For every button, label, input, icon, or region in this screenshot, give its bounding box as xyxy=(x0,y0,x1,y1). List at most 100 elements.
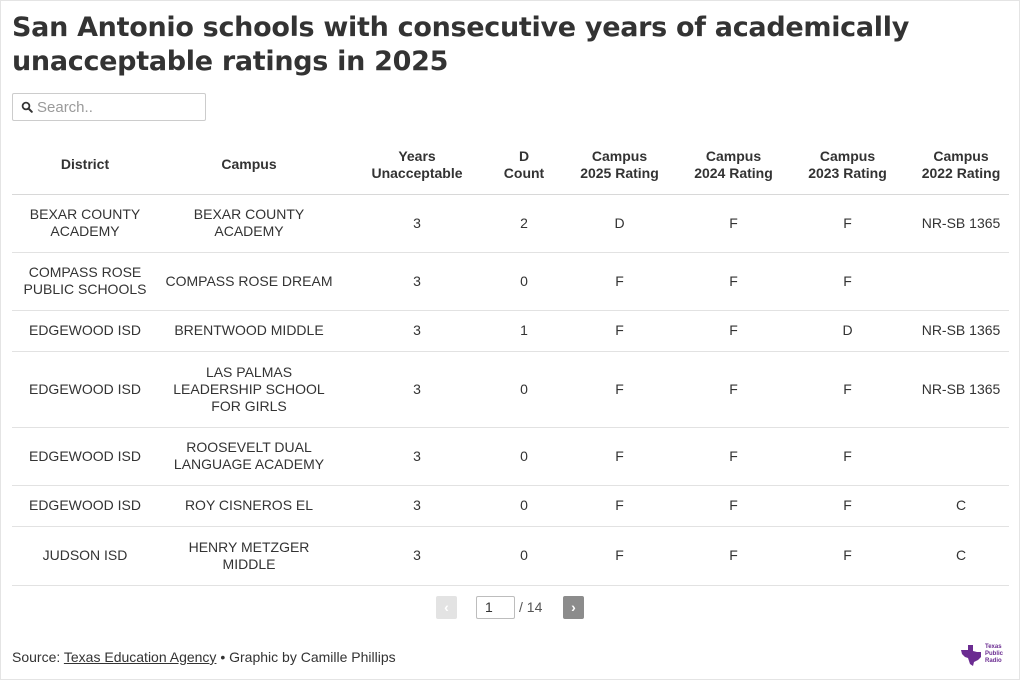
table-cell: NR-SB 1365 xyxy=(913,351,1009,428)
search-input[interactable] xyxy=(37,96,201,118)
table-header-row: District Campus Years Unacceptable D Count Cam… xyxy=(12,136,1009,195)
data-table: District Campus Years Unacceptable D Count Cam… xyxy=(12,136,1009,586)
logo-text: Texas Public Radio xyxy=(985,644,1003,665)
table-cell: 3 xyxy=(340,485,494,527)
table-cell: F xyxy=(782,427,913,486)
table-cell: 1 xyxy=(494,310,554,352)
page-number-input[interactable]: 1 xyxy=(476,596,515,619)
table-cell: BEXAR COUNTY ACADEMY xyxy=(158,194,340,253)
table-cell: COMPASS ROSE DREAM xyxy=(158,252,340,311)
column-header-line: Campus xyxy=(819,147,876,164)
column-header-line: Unacceptable xyxy=(371,164,463,181)
table-cell: F xyxy=(782,252,913,311)
column-header-line: Campus xyxy=(705,147,762,164)
column-header: Years Unacceptable xyxy=(340,136,494,195)
table-cell: F xyxy=(685,526,782,586)
next-page-button[interactable]: › xyxy=(563,596,584,619)
table-cell: 0 xyxy=(494,427,554,486)
logo-line-3: Radio xyxy=(985,658,1002,664)
table-cell: NR-SB 1365 xyxy=(913,310,1009,352)
table-cell: LAS PALMAS LEADERSHIP SCHOOL FOR GIRLS xyxy=(158,351,340,428)
table-cell: EDGEWOOD ISD xyxy=(12,427,158,486)
table-cell xyxy=(913,252,1009,311)
table-cell: JUDSON ISD xyxy=(12,526,158,586)
table-cell: F xyxy=(782,194,913,253)
table-row: EDGEWOOD ISD BRENTWOOD MIDDLE 3 1 F F D NR-SB 1… xyxy=(12,310,1009,352)
table-cell: 0 xyxy=(494,351,554,428)
table-cell: F xyxy=(554,485,685,527)
previous-page-button[interactable]: ‹ xyxy=(436,596,457,619)
table-cell: HENRY METZGER MIDDLE xyxy=(158,526,340,586)
source-prefix: Source: xyxy=(12,649,64,665)
footer: Source: Texas Education Agency • Graphic… xyxy=(12,648,396,666)
table-cell: F xyxy=(685,252,782,311)
table-cell: F xyxy=(554,351,685,428)
table-row: COMPASS ROSE PUBLIC SCHOOLS COMPASS ROSE … xyxy=(12,252,1009,311)
column-header-line: 2024 Rating xyxy=(694,164,773,181)
column-header-line: Campus xyxy=(933,147,989,164)
source-link[interactable]: Texas Education Agency xyxy=(63,649,217,665)
table-cell: F xyxy=(782,351,913,428)
table-cell: F xyxy=(554,427,685,486)
table-cell xyxy=(913,427,1009,486)
table-row: BEXAR COUNTY ACADEMY BEXAR COUNTY ACADEMY… xyxy=(12,194,1009,253)
table-cell: ROY CISNEROS EL xyxy=(158,485,340,527)
column-header-line: 2025 Rating xyxy=(580,164,659,181)
page-title: San Antonio schools with consecutive yea… xyxy=(12,12,910,77)
table-cell: F xyxy=(685,485,782,527)
logo-line-2: Public xyxy=(985,651,1004,657)
table-cell: 2 xyxy=(494,194,554,253)
column-header-line: 2023 Rating xyxy=(808,164,887,181)
table-row: JUDSON ISD HENRY METZGER MIDDLE 3 0 F F F C xyxy=(12,526,1009,586)
column-header-line: Count xyxy=(503,164,545,181)
column-header: District xyxy=(12,136,158,195)
table-cell: 0 xyxy=(494,526,554,586)
table-cell: F xyxy=(685,310,782,352)
table-cell: EDGEWOOD ISD xyxy=(12,485,158,527)
table-cell: EDGEWOOD ISD xyxy=(12,310,158,352)
search-box[interactable] xyxy=(12,93,206,121)
table-cell: BRENTWOOD MIDDLE xyxy=(158,310,340,352)
column-header: Campus 2024 Rating xyxy=(685,136,782,195)
table-cell: 3 xyxy=(340,194,494,253)
table-row: EDGEWOOD ISD ROY CISNEROS EL 3 0 F F F C xyxy=(12,485,1009,527)
table-cell: C xyxy=(913,526,1009,586)
search-icon xyxy=(21,101,33,113)
table-cell: 3 xyxy=(340,351,494,428)
column-header: Campus xyxy=(158,136,340,195)
table-cell: BEXAR COUNTY ACADEMY xyxy=(12,194,158,253)
table-cell: F xyxy=(782,485,913,527)
table-cell: F xyxy=(685,194,782,253)
table-cell: NR-SB 1365 xyxy=(913,194,1009,253)
table-cell: F xyxy=(554,526,685,586)
column-header: Campus 2022 Rating xyxy=(913,136,1009,195)
column-header: Campus 2025 Rating xyxy=(554,136,685,195)
table-cell: 3 xyxy=(340,252,494,311)
table-cell: F xyxy=(554,310,685,352)
table-cell: D xyxy=(554,194,685,253)
column-header-line: Campus xyxy=(221,156,277,173)
texas-map-icon xyxy=(961,645,981,666)
table-row: EDGEWOOD ISD LAS PALMAS LEADERSHIP SCHOOL… xyxy=(12,351,1009,428)
credit-text: • Graphic by Camille Phillips xyxy=(216,649,396,665)
table-cell: F xyxy=(685,351,782,428)
table-cell: F xyxy=(782,526,913,586)
column-header-line: District xyxy=(60,156,110,173)
table-cell: ROOSEVELT DUAL LANGUAGE ACADEMY xyxy=(158,427,340,486)
table-body: BEXAR COUNTY ACADEMY BEXAR COUNTY ACADEMY… xyxy=(12,194,1009,586)
table-row: EDGEWOOD ISD ROOSEVELT DUAL LANGUAGE ACAD… xyxy=(12,427,1009,486)
table-cell: F xyxy=(554,252,685,311)
table-cell: D xyxy=(782,310,913,352)
table-cell: 0 xyxy=(494,485,554,527)
table-cell: F xyxy=(685,427,782,486)
column-header-line: 2022 Rating xyxy=(921,164,1001,181)
table-cell: 0 xyxy=(494,252,554,311)
logo-line-1: Texas xyxy=(985,644,1002,650)
table-cell: COMPASS ROSE PUBLIC SCHOOLS xyxy=(12,252,158,311)
pagination: ‹ 1 / 14 › xyxy=(0,596,1020,620)
texas-public-radio-logo[interactable]: Texas Public Radio xyxy=(959,643,1011,667)
column-header-line: Campus xyxy=(591,147,648,164)
column-header: D Count xyxy=(494,136,554,195)
table-cell: 3 xyxy=(340,310,494,352)
column-header-line: D xyxy=(518,147,530,164)
